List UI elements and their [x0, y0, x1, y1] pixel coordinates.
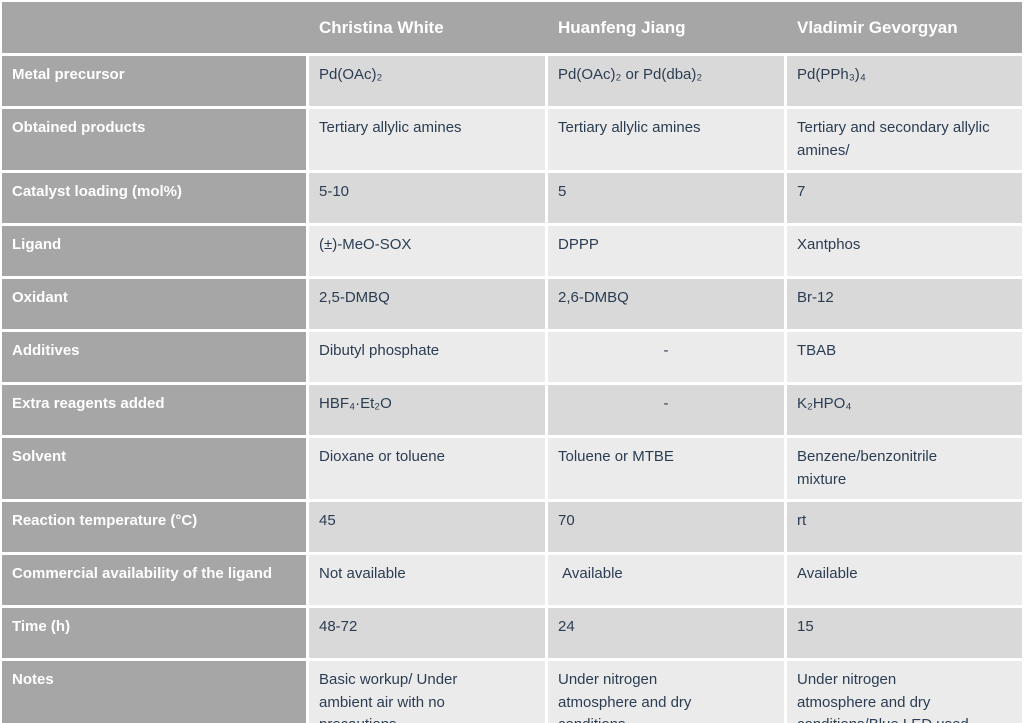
data-cell: Tertiary allylic amines — [309, 109, 545, 170]
data-cell: 15 — [787, 608, 1022, 658]
data-cell: Pd(OAc)₂ or Pd(dba)₂ — [548, 56, 784, 106]
table-row: Time (h) 48-72 24 15 — [2, 608, 1022, 658]
row-label: Notes — [2, 661, 306, 723]
data-cell: Available — [787, 555, 1022, 605]
data-cell: (±)-MeO-SOX — [309, 226, 545, 276]
data-cell: Dibutyl phosphate — [309, 332, 545, 382]
data-cell: Dioxane or toluene — [309, 438, 545, 499]
data-cell: 2,6-DMBQ — [548, 279, 784, 329]
table-row: Notes Basic workup/ Under ambient air wit… — [2, 661, 1022, 723]
row-label: Oxidant — [2, 279, 306, 329]
column-header-0: Christina White — [319, 17, 444, 37]
table-row: Additives Dibutyl phosphate - TBAB — [2, 332, 1022, 382]
row-label: Metal precursor — [2, 56, 306, 106]
data-cell: 5 — [548, 173, 784, 223]
data-cell: 7 — [787, 173, 1022, 223]
data-cell: Tertiary and secondary allylic amines/ — [787, 109, 1022, 170]
row-label: Obtained products — [2, 109, 306, 170]
data-cell: Pd(PPh₃)₄ — [787, 56, 1022, 106]
table-header-row: Christina White Huanfeng Jiang Vladimir Ge… — [2, 2, 1022, 53]
row-label: Time (h) — [2, 608, 306, 658]
data-cell: Not available — [309, 555, 545, 605]
row-label: Reaction temperature (°C) — [2, 502, 306, 552]
data-cell: - — [548, 332, 784, 382]
data-cell: Basic workup/ Under ambient air with no … — [309, 661, 545, 723]
data-cell: Under nitrogen atmosphere and dry condit… — [548, 661, 784, 723]
table-row: Metal precursor Pd(OAc)₂ Pd(OAc)₂ or Pd(db… — [2, 56, 1022, 106]
data-cell: Under nitrogen atmosphere and dry condit… — [787, 661, 1022, 723]
table-row: Ligand (±)-MeO-SOX DPPP Xantphos — [2, 226, 1022, 276]
column-header-1: Huanfeng Jiang — [558, 17, 686, 37]
data-cell: DPPP — [548, 226, 784, 276]
table-row: Commercial availability of the ligand Not… — [2, 555, 1022, 605]
table-row: Obtained products Tertiary allylic amines… — [2, 109, 1022, 170]
row-label: Catalyst loading (mol%) — [2, 173, 306, 223]
table-row: Oxidant 2,5-DMBQ 2,6-DMBQ Br-12 — [2, 279, 1022, 329]
data-cell: Xantphos — [787, 226, 1022, 276]
data-cell: Tertiary allylic amines — [548, 109, 784, 170]
data-cell: 70 — [548, 502, 784, 552]
data-cell: - — [548, 385, 784, 435]
table-row: Solvent Dioxane or toluene Toluene or MTBE… — [2, 438, 1022, 499]
row-label: Solvent — [2, 438, 306, 499]
data-cell: rt — [787, 502, 1022, 552]
row-label: Extra reagents added — [2, 385, 306, 435]
column-header-2: Vladimir Gevorgyan — [797, 17, 958, 37]
data-cell: 24 — [548, 608, 784, 658]
row-label: Ligand — [2, 226, 306, 276]
data-cell: Br-12 — [787, 279, 1022, 329]
data-cell: Available — [548, 555, 784, 605]
data-cell: Benzene/benzonitrile mixture — [787, 438, 1022, 499]
table-row: Catalyst loading (mol%) 5-10 5 7 — [2, 173, 1022, 223]
data-cell: 5-10 — [309, 173, 545, 223]
data-cell: Toluene or MTBE — [548, 438, 784, 499]
data-cell: 48-72 — [309, 608, 545, 658]
table-row: Extra reagents added HBF₄·Et₂O - K₂HPO₄ — [2, 385, 1022, 435]
data-cell: TBAB — [787, 332, 1022, 382]
data-cell: 45 — [309, 502, 545, 552]
header-corner-cell — [2, 2, 306, 53]
data-cell: 2,5-DMBQ — [309, 279, 545, 329]
table-row: Reaction temperature (°C) 45 70 rt — [2, 502, 1022, 552]
row-label: Additives — [2, 332, 306, 382]
data-cell: Pd(OAc)₂ — [309, 56, 545, 106]
data-cell: K₂HPO₄ — [787, 385, 1022, 435]
data-cell: HBF₄·Et₂O — [309, 385, 545, 435]
row-label: Commercial availability of the ligand — [2, 555, 306, 605]
